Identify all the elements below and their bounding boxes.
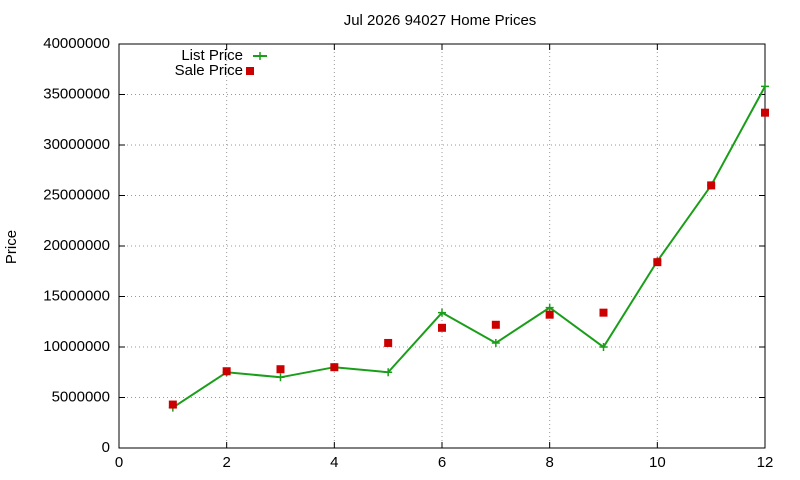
point bbox=[330, 363, 339, 372]
point bbox=[761, 108, 769, 117]
y-tick-label: 40000000 bbox=[43, 35, 110, 52]
point bbox=[545, 303, 554, 312]
point bbox=[168, 400, 177, 409]
point bbox=[707, 181, 716, 190]
legend-label: Sale Price bbox=[175, 62, 243, 79]
point bbox=[438, 308, 446, 317]
x-tick-label: 4 bbox=[330, 454, 338, 471]
y-tick-label: 35000000 bbox=[43, 85, 110, 102]
x-tick-label: 6 bbox=[438, 454, 446, 471]
y-tick-label: 0 bbox=[102, 439, 110, 456]
point bbox=[276, 373, 285, 382]
point bbox=[222, 367, 231, 376]
point bbox=[761, 82, 769, 91]
legend-swatch bbox=[246, 67, 254, 75]
x-tick-label: 2 bbox=[222, 454, 230, 471]
point bbox=[599, 308, 608, 317]
chart-title: Jul 2026 94027 Home Prices bbox=[344, 12, 537, 29]
legend-swatch bbox=[256, 52, 264, 60]
y-axis-label: Price bbox=[3, 230, 20, 264]
y-tick-label: 10000000 bbox=[43, 338, 110, 355]
point bbox=[384, 338, 393, 347]
y-tick-label: 30000000 bbox=[43, 136, 110, 153]
y-tick-label: 25000000 bbox=[43, 186, 110, 203]
point bbox=[653, 258, 662, 267]
x-tick-label: 12 bbox=[757, 454, 774, 471]
point bbox=[599, 343, 608, 351]
point bbox=[545, 310, 554, 319]
series-line bbox=[172, 85, 766, 409]
point bbox=[491, 320, 500, 329]
y-tick-label: 15000000 bbox=[43, 287, 110, 304]
point bbox=[491, 338, 500, 347]
y-tick-label: 20000000 bbox=[43, 237, 110, 254]
x-tick-label: 10 bbox=[649, 454, 666, 471]
legend-label: List Price bbox=[181, 47, 243, 64]
x-tick-label: 8 bbox=[545, 454, 553, 471]
x-tick-label: 0 bbox=[115, 454, 123, 471]
plot-frame bbox=[118, 43, 766, 449]
point bbox=[384, 368, 393, 377]
y-tick-label: 5000000 bbox=[52, 388, 110, 405]
point bbox=[438, 323, 446, 332]
point bbox=[276, 365, 285, 374]
